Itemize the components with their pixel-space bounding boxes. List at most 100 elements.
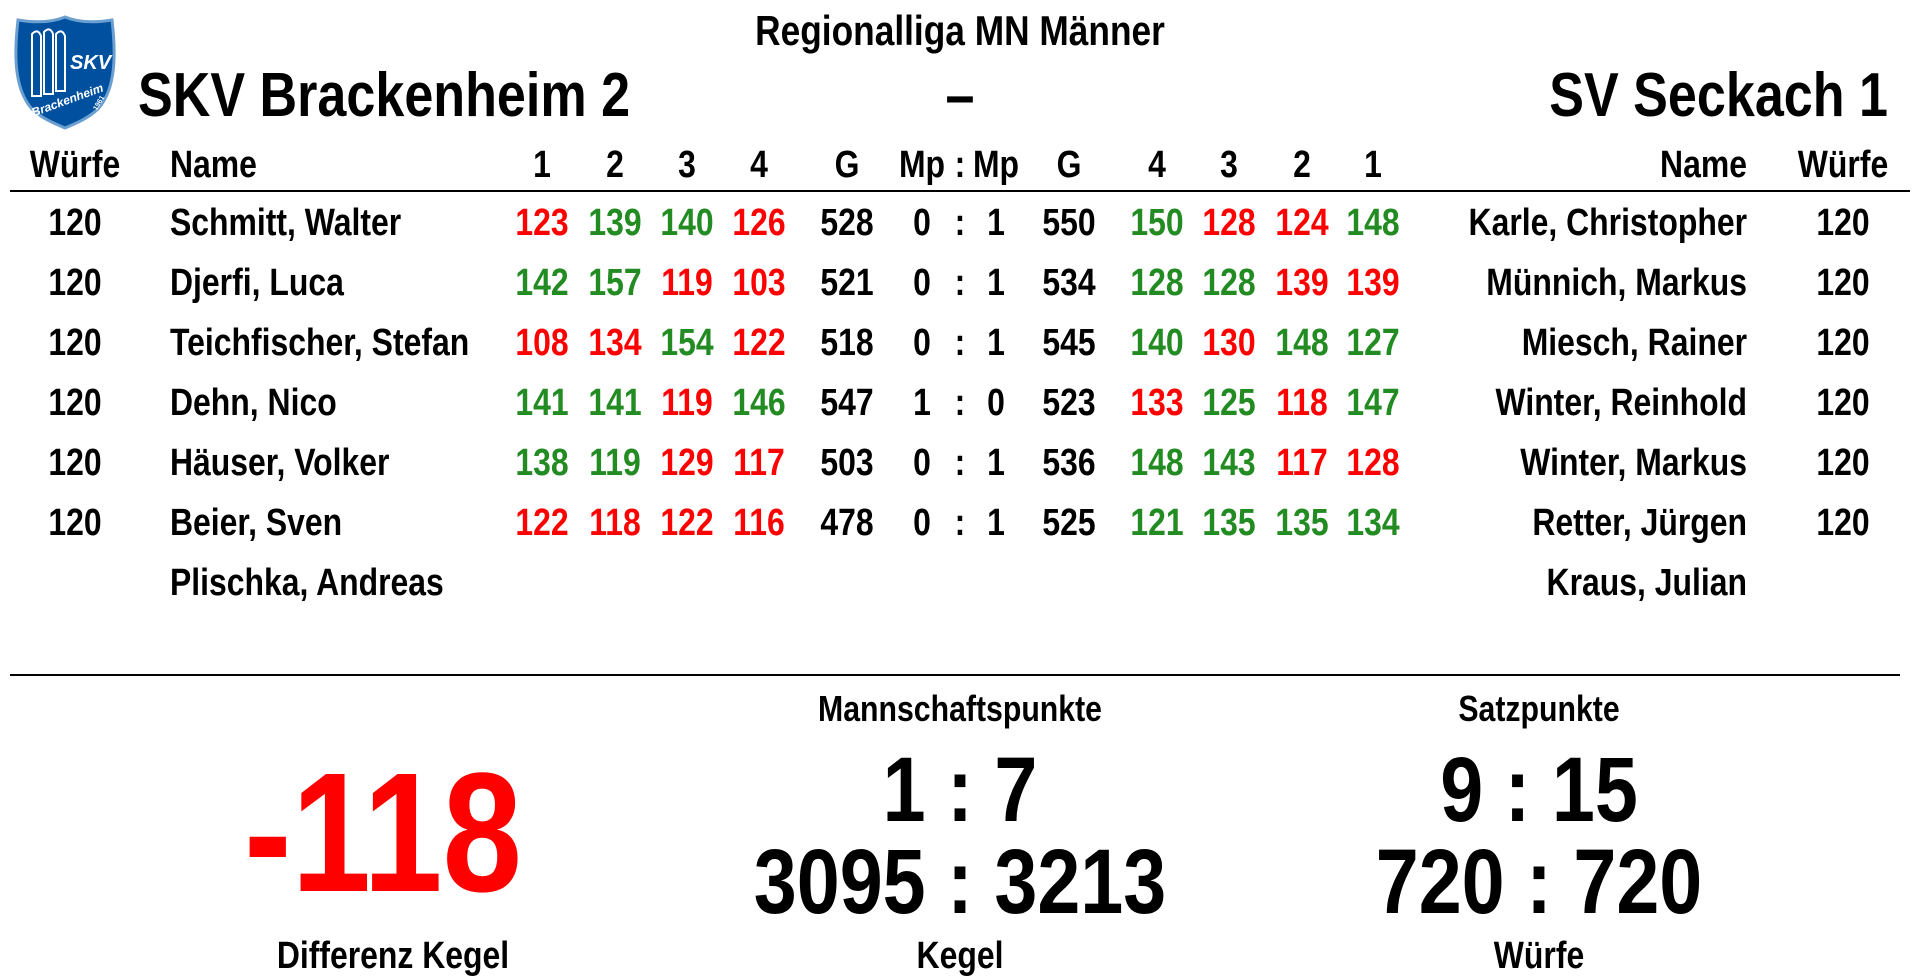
away-set-score: 128 xyxy=(1202,262,1256,304)
away-total: 550 xyxy=(1042,202,1096,244)
home-wuerfe: 120 xyxy=(48,202,102,244)
home-mp: 0 xyxy=(913,502,931,544)
home-team-name: SKV Brackenheim 2 xyxy=(138,61,631,130)
home-player-name: Schmitt, Walter xyxy=(170,202,402,244)
home-wuerfe: 120 xyxy=(48,502,102,544)
away-player-name: Münnich, Markus xyxy=(1486,262,1747,304)
away-mp: 1 xyxy=(987,322,1005,364)
header-mp-home: Mp xyxy=(898,144,946,186)
away-set-score: 148 xyxy=(1275,322,1329,364)
away-total: 534 xyxy=(1042,262,1096,304)
svg-text:SKV: SKV xyxy=(70,52,113,74)
header-name-home: Name xyxy=(170,144,257,186)
home-set-score: 119 xyxy=(589,442,641,484)
away-set-score: 118 xyxy=(1276,382,1328,424)
away-set-score: 139 xyxy=(1275,262,1329,304)
away-set-score: 148 xyxy=(1130,442,1184,484)
home-total: 478 xyxy=(820,502,874,544)
home-set-score: 146 xyxy=(732,382,786,424)
away-player-name: Winter, Reinhold xyxy=(1495,382,1747,424)
substitute-away: Kraus, Julian xyxy=(1546,562,1747,604)
away-set-score: 148 xyxy=(1346,202,1400,244)
away-set-score: 143 xyxy=(1202,442,1256,484)
away-player-name: Winter, Markus xyxy=(1520,442,1747,484)
away-set-score: 127 xyxy=(1346,322,1400,364)
home-wuerfe: 120 xyxy=(48,262,102,304)
mannschaftspunkte-value: 1 : 7 xyxy=(882,739,1038,841)
away-set-score: 130 xyxy=(1202,322,1256,364)
home-total: 518 xyxy=(820,322,874,364)
away-mp: 1 xyxy=(987,202,1005,244)
away-set-score: 139 xyxy=(1346,262,1400,304)
away-wuerfe: 120 xyxy=(1816,382,1870,424)
away-wuerfe: 120 xyxy=(1816,202,1870,244)
header-set-away: 1 xyxy=(1364,144,1382,186)
away-set-score: 124 xyxy=(1275,202,1329,244)
away-set-score: 140 xyxy=(1130,322,1184,364)
home-set-score: 129 xyxy=(660,442,714,484)
away-player-name: Retter, Jürgen xyxy=(1532,502,1747,544)
header-colon: : xyxy=(954,144,966,186)
away-wuerfe: 120 xyxy=(1816,502,1870,544)
home-player-name: Häuser, Volker xyxy=(170,442,390,484)
home-set-score: 108 xyxy=(515,322,569,364)
away-team-name: SV Seckach 1 xyxy=(1549,61,1888,130)
away-mp: 0 xyxy=(987,382,1005,424)
home-set-score: 140 xyxy=(660,202,714,244)
home-set-score: 141 xyxy=(515,382,569,424)
summary-divider xyxy=(10,674,1900,676)
home-total: 528 xyxy=(820,202,874,244)
home-mp: 0 xyxy=(913,202,931,244)
team-separator: – xyxy=(945,61,975,130)
league-title: Regionalliga MN Männer xyxy=(755,7,1165,54)
away-set-score: 134 xyxy=(1346,502,1400,544)
header-g-home: G xyxy=(834,144,860,186)
away-set-score: 128 xyxy=(1202,202,1256,244)
away-set-score: 135 xyxy=(1202,502,1256,544)
kegel-value: 3095 : 3213 xyxy=(753,831,1167,933)
home-wuerfe: 120 xyxy=(48,442,102,484)
header-set-away: 4 xyxy=(1148,144,1166,186)
header-set-away: 2 xyxy=(1293,144,1311,186)
header-set-home: 1 xyxy=(533,144,551,186)
away-set-score: 135 xyxy=(1275,502,1329,544)
home-mp: 1 xyxy=(913,382,931,424)
away-mp: 1 xyxy=(987,502,1005,544)
home-set-score: 157 xyxy=(588,262,642,304)
home-set-score: 138 xyxy=(515,442,569,484)
header-set-home: 3 xyxy=(678,144,696,186)
home-mp: 0 xyxy=(913,442,931,484)
mp-colon: : xyxy=(954,442,966,484)
substitute-home: Plischka, Andreas xyxy=(170,562,444,604)
header-g-away: G xyxy=(1056,144,1082,186)
home-set-score: 142 xyxy=(515,262,569,304)
home-set-score: 117 xyxy=(733,442,785,484)
mp-colon: : xyxy=(954,382,966,424)
home-set-score: 139 xyxy=(588,202,642,244)
header-set-home: 4 xyxy=(750,144,768,186)
home-set-score: 118 xyxy=(589,502,641,544)
away-set-score: 128 xyxy=(1346,442,1400,484)
home-set-score: 103 xyxy=(732,262,786,304)
home-total: 547 xyxy=(820,382,874,424)
home-player-name: Teichfischer, Stefan xyxy=(170,322,470,364)
home-set-score: 134 xyxy=(588,322,642,364)
home-player-name: Beier, Sven xyxy=(170,502,343,544)
satzpunkte-value: 9 : 15 xyxy=(1440,739,1638,841)
home-wuerfe: 120 xyxy=(48,322,102,364)
home-mp: 0 xyxy=(913,322,931,364)
home-total: 503 xyxy=(820,442,874,484)
away-set-score: 150 xyxy=(1130,202,1184,244)
home-set-score: 123 xyxy=(515,202,569,244)
home-set-score: 119 xyxy=(661,262,713,304)
wuerfe-total-label: Würfe xyxy=(1493,935,1585,977)
header-wuerfe-home: Würfe xyxy=(29,144,121,186)
away-set-score: 147 xyxy=(1346,382,1400,424)
away-player-name: Miesch, Rainer xyxy=(1521,322,1747,364)
away-set-score: 133 xyxy=(1130,382,1184,424)
away-set-score: 121 xyxy=(1130,502,1184,544)
away-wuerfe: 120 xyxy=(1816,322,1870,364)
away-total: 525 xyxy=(1042,502,1096,544)
away-player-name: Karle, Christopher xyxy=(1468,202,1747,244)
home-total: 521 xyxy=(820,262,874,304)
